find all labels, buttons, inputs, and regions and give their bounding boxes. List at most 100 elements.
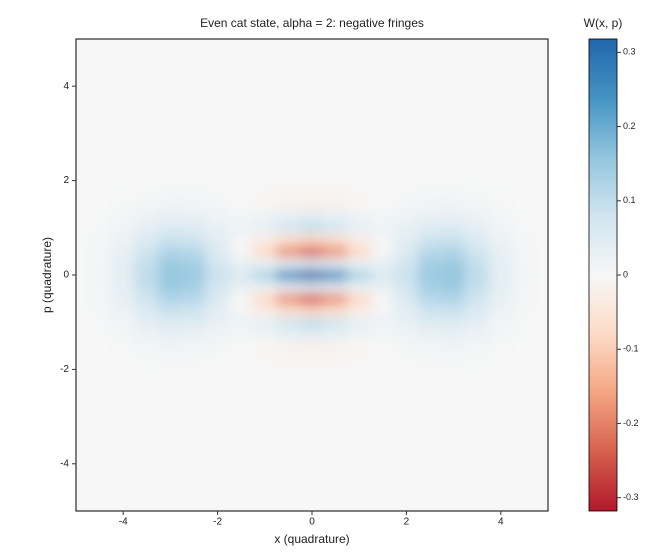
- x-axis-label: x (quadrature): [274, 532, 349, 546]
- heatmap-cell: [87, 304, 112, 317]
- heatmap-cell: [323, 221, 348, 234]
- heatmap-cell: [134, 174, 159, 187]
- heatmap-cell: [252, 233, 277, 246]
- heatmap-cell: [394, 186, 419, 199]
- heatmap-cell: [229, 363, 254, 376]
- heatmap-cell: [370, 233, 395, 246]
- heatmap-cell: [205, 209, 230, 223]
- heatmap-cell: [441, 280, 466, 293]
- heatmap-cell: [158, 363, 183, 376]
- heatmap-cell: [229, 257, 254, 270]
- heatmap-cell: [323, 351, 348, 364]
- heatmap-cell: [370, 327, 395, 341]
- heatmap-cell: [181, 233, 207, 246]
- heatmap-cell: [229, 233, 254, 246]
- heatmap-cell: [229, 327, 254, 341]
- heatmap-cell: [441, 209, 466, 223]
- heatmap-cell: [488, 174, 513, 187]
- heatmap-cell: [181, 339, 207, 352]
- heatmap-cell: [205, 221, 230, 234]
- heatmap-cell: [276, 280, 301, 293]
- heatmap-cell: [417, 186, 443, 199]
- heatmap-cell: [229, 292, 254, 305]
- colorbar-title: W(x, p): [584, 16, 623, 30]
- heatmap-cell: [276, 186, 301, 199]
- heatmap-cell: [181, 209, 207, 223]
- heatmap-cell: [323, 186, 348, 199]
- heatmap-cell: [134, 327, 159, 341]
- heatmap-cell: [181, 327, 207, 341]
- heatmap-cell: [417, 327, 443, 341]
- heatmap-cell: [276, 209, 301, 223]
- heatmap-cell: [441, 292, 466, 305]
- heatmap-cell: [111, 198, 136, 211]
- heatmap-cell: [158, 174, 183, 187]
- heatmap-cell: [87, 327, 112, 341]
- heatmap-cell: [134, 221, 159, 234]
- heatmap-cell: [370, 245, 395, 258]
- heatmap-cell: [181, 198, 207, 211]
- heatmap-cell: [87, 257, 112, 270]
- heatmap-cell: [181, 351, 207, 364]
- heatmap-cell: [276, 245, 301, 258]
- heatmap-cell: [276, 174, 301, 187]
- heatmap-cell: [394, 363, 419, 376]
- heatmap-cell: [347, 280, 372, 293]
- heatmap-cell: [134, 292, 159, 305]
- heatmap-cell: [205, 292, 230, 305]
- heatmap-cell: [465, 327, 490, 341]
- heatmap-cell: [181, 292, 207, 305]
- heatmap-cell: [465, 351, 490, 364]
- heatmap-cell: [87, 292, 112, 305]
- heatmap-cell: [512, 233, 537, 246]
- heatmap-cell: [205, 304, 230, 317]
- heatmap-cell: [134, 257, 159, 270]
- heatmap-cell: [323, 245, 348, 258]
- heatmap-cell: [465, 233, 490, 246]
- heatmap-cell: [512, 351, 537, 364]
- heatmap-cell: [370, 363, 395, 376]
- heatmap-cell: [347, 186, 372, 199]
- heatmap-cell: [394, 292, 419, 305]
- heatmap-cell: [252, 257, 277, 270]
- heatmap-cell: [394, 316, 419, 329]
- heatmap-cell: [229, 209, 254, 223]
- heatmap-cell: [276, 327, 301, 341]
- heatmap-cell: [134, 351, 159, 364]
- heatmap-cell: [488, 245, 513, 258]
- heatmap-cell: [417, 268, 443, 282]
- heatmap-cell: [276, 304, 301, 317]
- heatmap-cell: [205, 245, 230, 258]
- colorbar-tick-label: -0.2: [623, 418, 639, 428]
- heatmap-cell: [347, 304, 372, 317]
- heatmap-cell: [134, 186, 159, 199]
- heatmap-cell: [181, 221, 207, 234]
- heatmap-cell: [252, 304, 277, 317]
- heatmap-cell: [134, 304, 159, 317]
- heatmap-cell: [299, 186, 325, 199]
- heatmap-cell: [347, 316, 372, 329]
- heatmap-cell: [299, 304, 325, 317]
- colorbar-tick-label: 0.2: [623, 121, 636, 131]
- heatmap-cell: [181, 268, 207, 282]
- heatmap-cell: [465, 257, 490, 270]
- heatmap-cell: [512, 304, 537, 317]
- heatmap-cell: [370, 209, 395, 223]
- heatmap-cell: [370, 351, 395, 364]
- colorbar-tick-label: -0.1: [623, 344, 639, 354]
- heatmap-cell: [394, 257, 419, 270]
- heatmap-cell: [512, 257, 537, 270]
- heatmap-cell: [158, 351, 183, 364]
- heatmap-cell: [323, 363, 348, 376]
- chart-title: Even cat state, alpha = 2: negative frin…: [200, 16, 424, 30]
- heatmap-cell: [465, 339, 490, 352]
- heatmap-cell: [181, 186, 207, 199]
- heatmap-cell: [276, 363, 301, 376]
- heatmap-cell: [347, 174, 372, 187]
- heatmap-cell: [323, 304, 348, 317]
- heatmap-cell: [465, 198, 490, 211]
- y-axis-label: p (quadrature): [40, 237, 54, 313]
- heatmap-cell: [465, 280, 490, 293]
- heatmap-cell: [347, 339, 372, 352]
- heatmap-cell: [441, 186, 466, 199]
